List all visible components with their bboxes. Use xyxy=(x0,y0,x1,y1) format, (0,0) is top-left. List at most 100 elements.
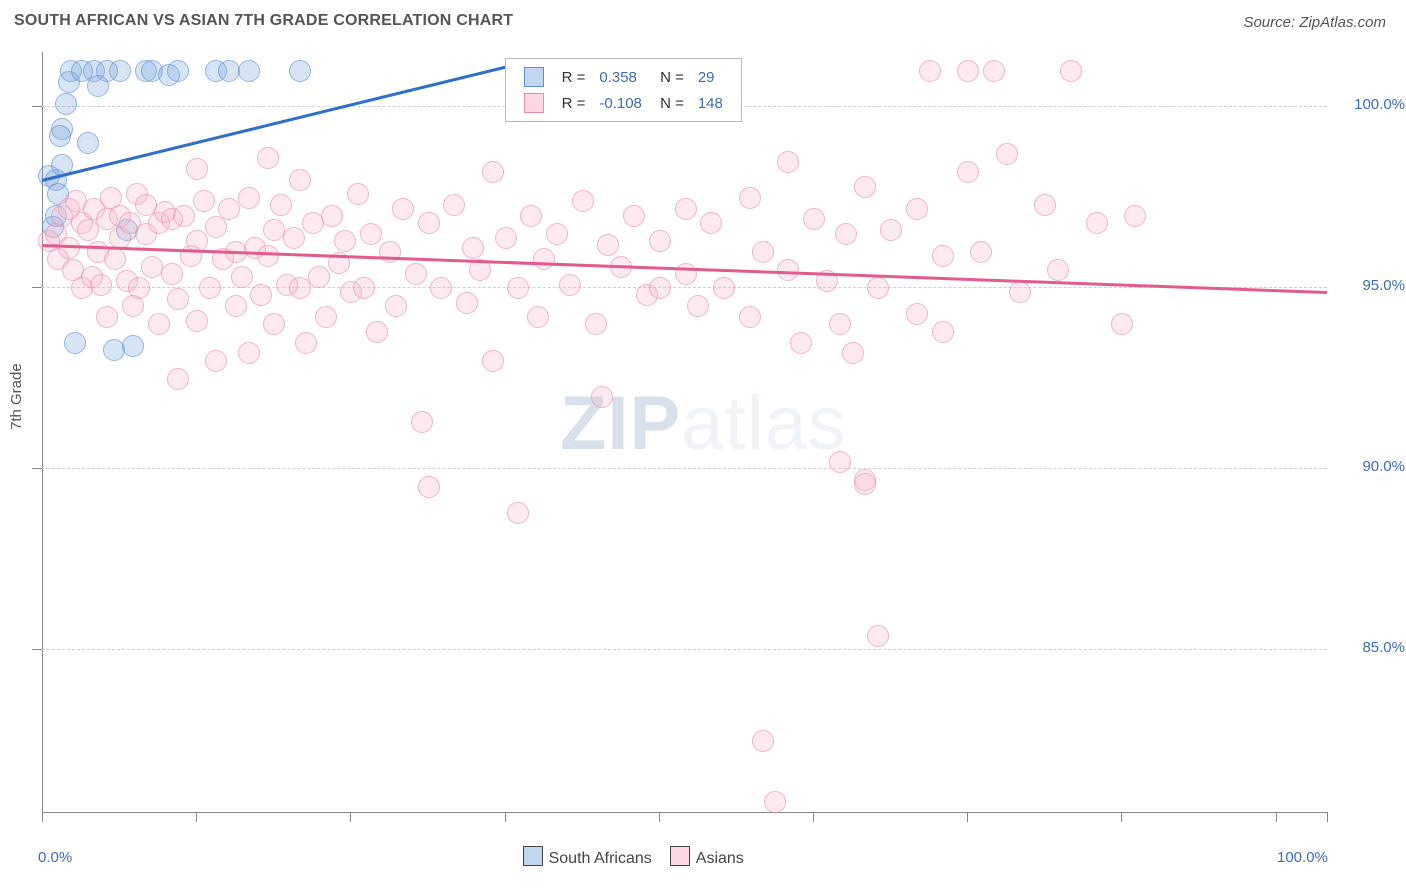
data-point xyxy=(752,730,774,752)
gridline xyxy=(42,287,1327,288)
data-point xyxy=(559,274,581,296)
data-point xyxy=(238,60,260,82)
plot-area xyxy=(42,52,1328,813)
data-point xyxy=(58,237,80,259)
data-point xyxy=(623,205,645,227)
data-point xyxy=(527,306,549,328)
data-point xyxy=(392,198,414,220)
legend-r-label: R = xyxy=(556,91,592,115)
data-point xyxy=(148,313,170,335)
y-tick xyxy=(32,649,42,650)
data-point xyxy=(675,263,697,285)
data-point xyxy=(90,274,112,296)
data-point xyxy=(906,303,928,325)
data-point xyxy=(919,60,941,82)
legend-n-value: 29 xyxy=(692,65,729,89)
data-point xyxy=(55,93,77,115)
data-point xyxy=(347,183,369,205)
correlation-legend: R =0.358 N =29R =-0.108 N =148 xyxy=(505,58,742,122)
data-point xyxy=(225,295,247,317)
data-point xyxy=(842,342,864,364)
data-point xyxy=(103,339,125,361)
legend-r-label: R = xyxy=(556,65,592,89)
data-point xyxy=(321,205,343,227)
data-point xyxy=(141,256,163,278)
data-point xyxy=(295,332,317,354)
series-legend: South AfricansAsians xyxy=(505,846,744,868)
data-point xyxy=(739,306,761,328)
data-point xyxy=(996,143,1018,165)
data-point xyxy=(1009,281,1031,303)
data-point xyxy=(366,321,388,343)
data-point xyxy=(854,473,876,495)
data-point xyxy=(1124,205,1146,227)
x-tick xyxy=(1276,812,1277,822)
legend-n-label: N = xyxy=(650,65,690,89)
data-point xyxy=(289,169,311,191)
data-point xyxy=(777,151,799,173)
data-point xyxy=(1086,212,1108,234)
data-point xyxy=(591,386,613,408)
data-point xyxy=(585,313,607,335)
data-point xyxy=(238,342,260,364)
data-point xyxy=(675,198,697,220)
data-point xyxy=(122,335,144,357)
x-tick-label: 100.0% xyxy=(1277,849,1328,866)
data-point xyxy=(167,368,189,390)
data-point xyxy=(167,288,189,310)
y-tick-label: 100.0% xyxy=(1335,96,1405,113)
data-point xyxy=(289,60,311,82)
data-point xyxy=(906,198,928,220)
data-point xyxy=(790,332,812,354)
y-tick-label: 85.0% xyxy=(1335,639,1405,656)
data-point xyxy=(970,241,992,263)
data-point xyxy=(193,190,215,212)
data-point xyxy=(649,230,671,252)
data-point xyxy=(752,241,774,263)
data-point xyxy=(932,245,954,267)
data-point xyxy=(546,223,568,245)
y-tick xyxy=(32,468,42,469)
data-point xyxy=(238,187,260,209)
data-point xyxy=(1060,60,1082,82)
x-tick xyxy=(1327,812,1328,822)
data-point xyxy=(482,350,504,372)
data-point xyxy=(495,227,517,249)
data-point xyxy=(186,310,208,332)
legend-swatch xyxy=(523,846,543,866)
data-point xyxy=(315,306,337,328)
data-point xyxy=(418,212,440,234)
data-point xyxy=(739,187,761,209)
legend-swatch xyxy=(524,93,544,113)
gridline xyxy=(42,649,1327,650)
data-point xyxy=(520,205,542,227)
legend-r-value: 0.358 xyxy=(593,65,648,89)
legend-swatch xyxy=(670,846,690,866)
data-point xyxy=(334,230,356,252)
data-point xyxy=(932,321,954,343)
x-tick xyxy=(659,812,660,822)
data-point xyxy=(418,476,440,498)
x-tick xyxy=(813,812,814,822)
data-point xyxy=(186,158,208,180)
chart-title: SOUTH AFRICAN VS ASIAN 7TH GRADE CORRELA… xyxy=(14,12,513,29)
data-point xyxy=(167,60,189,82)
legend-series-label: South Africans xyxy=(549,850,652,867)
data-point xyxy=(270,194,292,216)
legend-n-value: 148 xyxy=(692,91,729,115)
gridline xyxy=(42,468,1327,469)
data-point xyxy=(867,625,889,647)
y-tick xyxy=(32,287,42,288)
data-point xyxy=(649,277,671,299)
legend-n-label: N = xyxy=(650,91,690,115)
data-point xyxy=(218,198,240,220)
x-tick xyxy=(196,812,197,822)
x-tick xyxy=(350,812,351,822)
data-point xyxy=(829,451,851,473)
x-tick xyxy=(42,812,43,822)
data-point xyxy=(161,263,183,285)
source-label: Source: ZipAtlas.com xyxy=(1243,14,1386,31)
data-point xyxy=(257,147,279,169)
data-point xyxy=(49,125,71,147)
x-tick xyxy=(967,812,968,822)
